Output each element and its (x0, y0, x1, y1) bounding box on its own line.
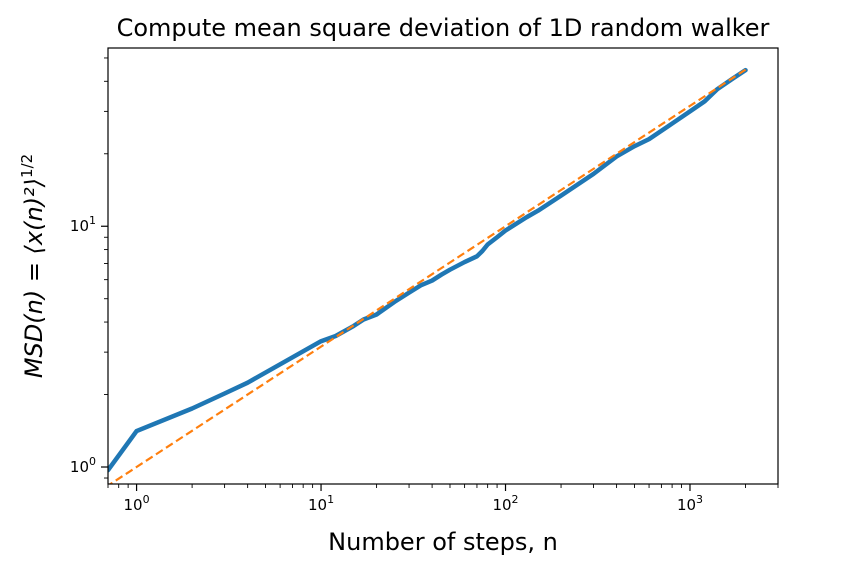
x-tick-label: 101 (308, 493, 334, 514)
y-tick-exp: 1 (89, 214, 96, 227)
y-axis-label-main: MSD(n) = ⟨x(n)²⟩ (20, 178, 48, 378)
x-tick-exp: 0 (143, 493, 150, 506)
x-tick-exp: 2 (512, 493, 519, 506)
y-axis-label: MSD(n) = ⟨x(n)²⟩1/2 (18, 154, 48, 378)
x-tick-exp: 1 (327, 493, 334, 506)
series-line-2 (108, 68, 747, 484)
y-tick-base: 10 (70, 217, 89, 235)
series-line-1 (108, 67, 748, 473)
x-tick-base: 10 (677, 496, 696, 514)
y-tick-label: 100 (70, 455, 96, 476)
y-tick-exp: 0 (89, 455, 96, 468)
x-axis: 100 101 102 103 (107, 484, 779, 514)
x-tick-base: 10 (124, 496, 143, 514)
x-axis-label: Number of steps, n (328, 528, 558, 556)
x-tick-exp: 3 (696, 493, 703, 506)
y-tick-label: 101 (70, 214, 96, 235)
x-tick-label: 103 (677, 493, 703, 514)
x-tick-base: 10 (308, 496, 327, 514)
x-tick-label: 102 (492, 493, 518, 514)
y-axis-label-sup: 1/2 (18, 154, 36, 178)
y-tick-base: 10 (70, 458, 89, 476)
x-tick-label: 100 (124, 493, 150, 514)
plot-frame (107, 47, 779, 485)
series-layer (108, 67, 748, 484)
chart-title: Compute mean square deviation of 1D rand… (117, 14, 770, 42)
x-tick-base: 10 (492, 496, 511, 514)
